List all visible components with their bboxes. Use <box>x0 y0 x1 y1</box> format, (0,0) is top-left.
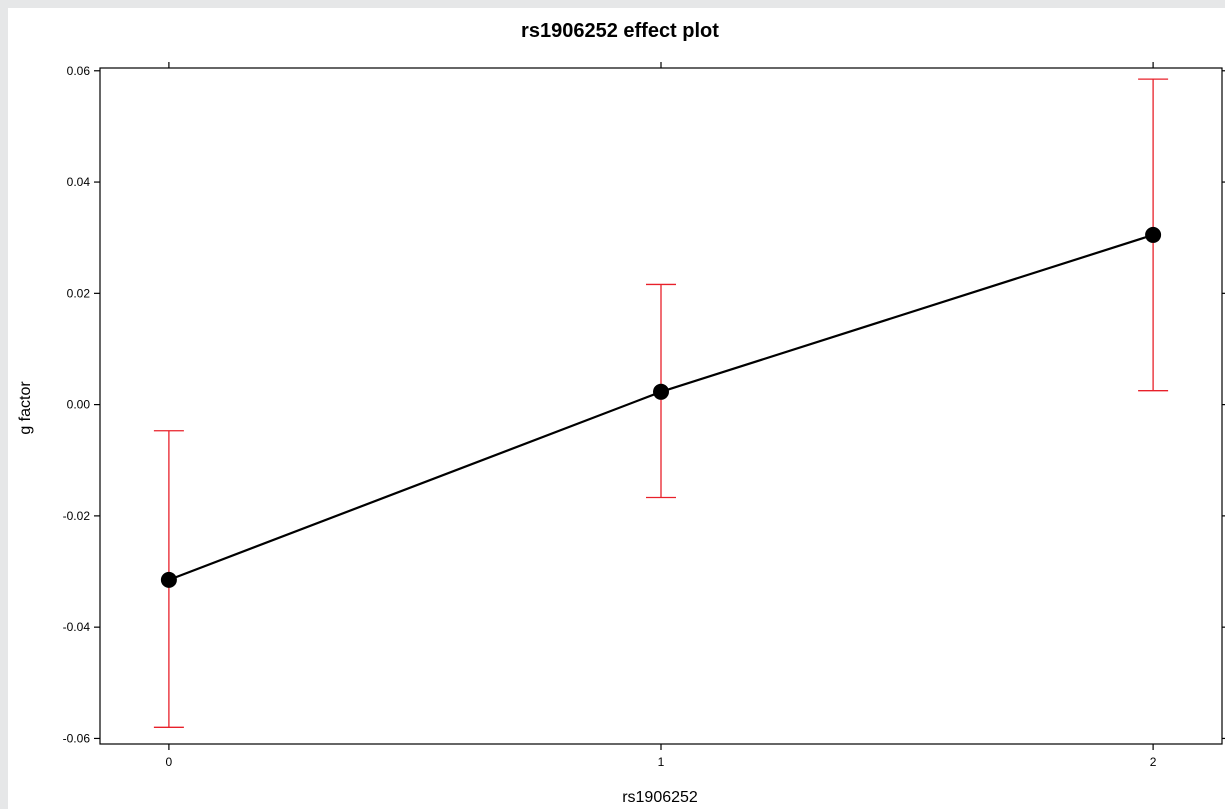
y-tick-label: -0.04 <box>63 620 91 634</box>
effect-plot-chart: rs1906252 effect plot 0.06 0.04 0.02 0.00 -0… <box>8 8 1225 809</box>
x-axis-label: rs1906252 <box>622 789 698 806</box>
x-tick-label: 1 <box>658 755 665 769</box>
y-tick-label: -0.02 <box>63 509 91 523</box>
data-point <box>653 384 669 400</box>
x-tick-label: 2 <box>1150 755 1157 769</box>
data-point <box>1145 227 1161 243</box>
y-tick-label: 0.04 <box>67 175 91 189</box>
chart-title: rs1906252 effect plot <box>521 20 719 42</box>
y-tick-label: 0.02 <box>67 286 91 300</box>
y-axis: 0.06 0.04 0.02 0.00 -0.02 -0.04 -0.06 <box>63 64 1225 746</box>
x-tick-label: 0 <box>166 755 173 769</box>
y-tick-label: -0.06 <box>63 731 91 745</box>
data-point <box>161 572 177 588</box>
chart-figure: rs1906252 effect plot 0.06 0.04 0.02 0.00 -0… <box>8 8 1225 809</box>
y-axis-label: g factor <box>17 381 34 435</box>
y-tick-label: 0.00 <box>67 398 91 412</box>
error-bars <box>154 79 1168 727</box>
y-tick-label: 0.06 <box>67 64 91 78</box>
